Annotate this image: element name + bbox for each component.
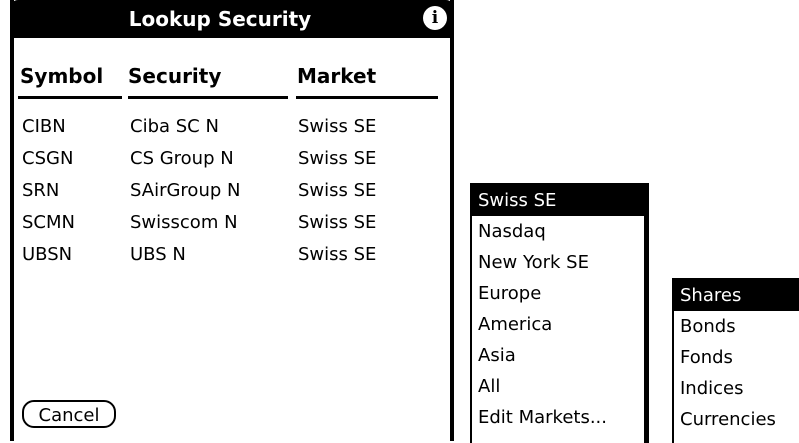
table-cell[interactable]: Swiss SE (298, 116, 377, 137)
list-item[interactable]: Currencies (680, 409, 776, 430)
header-underline (296, 96, 438, 99)
list-item[interactable]: All (478, 376, 501, 397)
table-cell[interactable]: Swiss SE (298, 212, 377, 233)
type-list: Shares Bonds Fonds Indices Currencies (672, 278, 799, 443)
list-item[interactable]: New York SE (478, 252, 589, 273)
table-cell[interactable]: SAirGroup N (130, 180, 241, 201)
table-cell[interactable]: Swiss SE (298, 244, 377, 265)
table-cell[interactable]: Swiss SE (298, 180, 377, 201)
table-cell[interactable]: UBS N (130, 244, 186, 265)
header-underline (128, 96, 288, 99)
column-header[interactable]: Symbol (20, 64, 104, 88)
list-item[interactable]: America (478, 314, 553, 335)
column-header[interactable]: Security (128, 64, 222, 88)
table-cell[interactable]: UBSN (22, 244, 73, 265)
table-cell[interactable]: Ciba SC N (130, 116, 219, 137)
list-item[interactable]: Europe (478, 283, 542, 304)
info-icon[interactable]: i (423, 6, 447, 30)
table-cell[interactable]: CIBN (22, 116, 66, 137)
list-item[interactable]: Shares (674, 280, 799, 311)
table-cell[interactable]: CS Group N (130, 148, 234, 169)
list-item[interactable]: Asia (478, 345, 516, 366)
table-cell[interactable]: Swiss SE (298, 148, 377, 169)
list-item[interactable]: Edit Markets... (478, 407, 607, 428)
dialog-title: Lookup Security (128, 7, 312, 31)
list-item[interactable]: Swiss SE (472, 185, 644, 216)
list-item[interactable]: Nasdaq (478, 221, 546, 242)
column-header[interactable]: Market (297, 64, 377, 88)
table-cell[interactable]: Swisscom N (130, 212, 238, 233)
table-cell[interactable]: SRN (22, 180, 60, 201)
cancel-button[interactable]: Cancel (22, 400, 116, 428)
header-underline (18, 96, 122, 99)
title-bar (10, 0, 454, 38)
market-list: Swiss SE Nasdaq New York SE Europe America As… (470, 183, 646, 443)
list-item[interactable]: Bonds (680, 316, 736, 337)
list-item[interactable]: Indices (680, 378, 744, 399)
list-item[interactable]: Fonds (680, 347, 733, 368)
dialog-frame (10, 0, 454, 441)
table-cell[interactable]: CSGN (22, 148, 74, 169)
table-cell[interactable]: SCMN (22, 212, 75, 233)
